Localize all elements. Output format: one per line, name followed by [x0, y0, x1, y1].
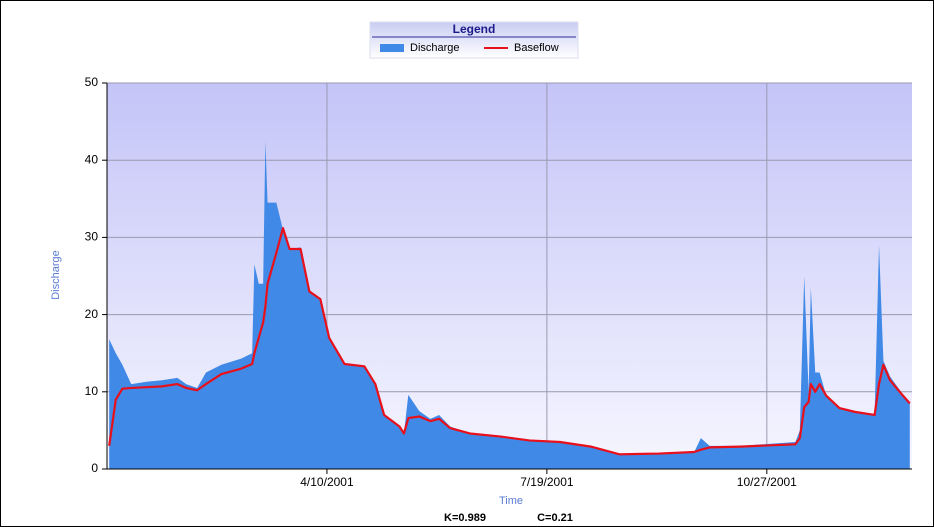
y-tick-label: 20 [85, 307, 99, 321]
x-tick-label: 10/27/2001 [737, 475, 797, 489]
baseflow-line [108, 227, 911, 456]
legend-label: Discharge [410, 42, 460, 54]
legend-title: Legend [453, 22, 496, 36]
annotation: C=0.21 [537, 512, 573, 524]
y-tick-label: 50 [85, 75, 99, 89]
x-axis-label: Time [499, 495, 523, 507]
y-tick-label: 30 [85, 230, 99, 244]
y-tick-label: 40 [85, 152, 99, 166]
annotation: K=0.989 [444, 512, 486, 524]
legend-box [369, 21, 579, 59]
legend-label: Baseflow [514, 42, 559, 54]
legend-swatch [380, 44, 404, 52]
x-tick-label: 4/10/2001 [300, 475, 354, 489]
discharge-area [109, 140, 910, 469]
legend: Legend Discharge Baseflow [369, 21, 579, 59]
y-tick-label: 0 [91, 461, 98, 475]
y-axis-label: Discharge [50, 250, 62, 300]
y-tick-label: 10 [85, 384, 99, 398]
x-tick-label: 7/19/2001 [520, 475, 574, 489]
